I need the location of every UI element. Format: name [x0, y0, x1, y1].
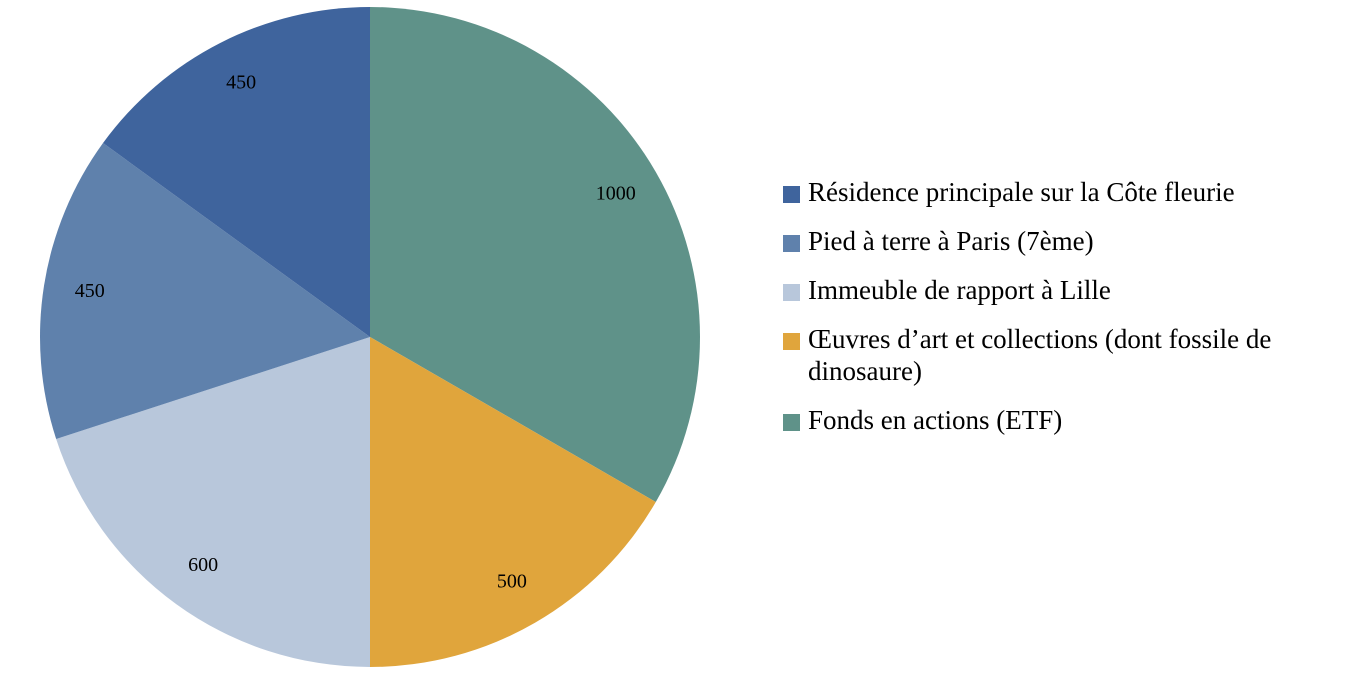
- pie-chart-canvas: 1000 500 600 450 450: [39, 7, 700, 667]
- legend-item-immeuble-de-rapport: Immeuble de rapport à Lille: [783, 274, 1353, 306]
- chart-legend: Résidence principale sur la Côte fleurie…: [783, 176, 1353, 453]
- legend-item-residence-principale: Résidence principale sur la Côte fleurie: [783, 176, 1353, 208]
- pie-slice-residence-principale-sur-la-cote-fleurie: [103, 7, 371, 337]
- legend-swatch-oeuvres-d-art: [783, 333, 800, 350]
- legend-swatch-residence-principale: [783, 186, 800, 203]
- pie-slice-fonds-en-actions-etf: [370, 7, 700, 502]
- legend-item-fonds-en-actions: Fonds en actions (ETF): [783, 404, 1353, 436]
- pie-slice-immeuble-de-rapport-a-lille: [56, 337, 371, 667]
- legend-swatch-pied-a-terre: [783, 235, 800, 252]
- legend-label-residence-principale: Résidence principale sur la Côte fleurie: [808, 177, 1235, 207]
- legend-label-immeuble-de-rapport: Immeuble de rapport à Lille: [808, 275, 1111, 305]
- legend-swatch-fonds-en-actions: [783, 414, 800, 431]
- pie-slice-oeuvres-d-art-et-collections-dont-fossile-de-dinosaure: [370, 337, 656, 667]
- pie-chart: 1000 500 600 450 450: [39, 7, 700, 667]
- pie-slice-pied-a-terre-a-paris-7eme: [39, 143, 371, 439]
- legend-item-oeuvres-d-art: Œuvres d’art et collections (dont fossil…: [783, 323, 1353, 387]
- data-label-oeuvres-d-art-et-collections-dont-fossile-de-dinosaure: 500: [497, 570, 527, 592]
- data-label-pied-a-terre-a-paris-7eme: 450: [75, 280, 105, 302]
- legend-label-fonds-en-actions: Fonds en actions (ETF): [808, 405, 1063, 435]
- data-label-residence-principale-sur-la-cote-fleurie: 450: [226, 72, 256, 94]
- legend-label-oeuvres-d-art: Œuvres d’art et collections (dont fossil…: [808, 324, 1272, 386]
- legend-item-pied-a-terre: Pied à terre à Paris (7ème): [783, 225, 1353, 257]
- legend-label-pied-a-terre: Pied à terre à Paris (7ème): [808, 226, 1094, 256]
- legend-swatch-immeuble-de-rapport: [783, 284, 800, 301]
- data-label-fonds-en-actions-etf: 1000: [596, 183, 636, 205]
- data-label-immeuble-de-rapport-a-lille: 600: [188, 554, 218, 576]
